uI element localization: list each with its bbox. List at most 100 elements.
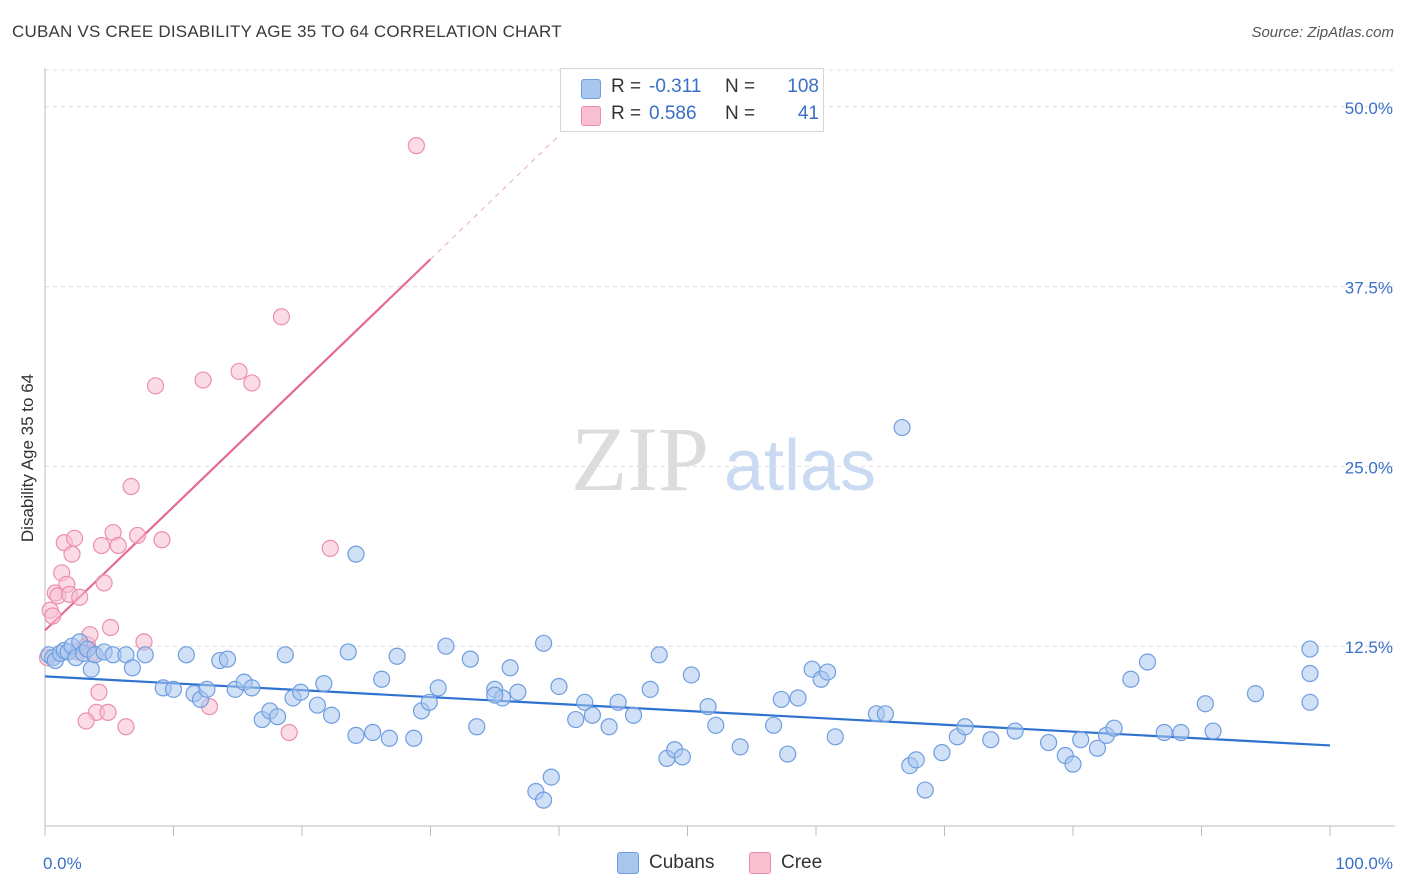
cubans-point xyxy=(600,718,618,736)
cubans-point xyxy=(501,659,519,677)
cubans-point xyxy=(641,680,659,698)
cree-point xyxy=(230,362,248,381)
cubans-point xyxy=(682,666,700,684)
cree-point xyxy=(194,371,212,389)
cubans-point xyxy=(1105,719,1123,737)
cubans-point xyxy=(699,698,717,716)
cubans-point xyxy=(550,677,568,696)
cree-point xyxy=(272,308,291,326)
n-label: N = xyxy=(725,103,756,124)
cubans-point xyxy=(1039,733,1058,752)
n-label: N = xyxy=(725,76,756,97)
cubans-point xyxy=(420,693,438,711)
cubans-point xyxy=(1088,739,1107,757)
cubans-point xyxy=(542,768,560,786)
cubans-point xyxy=(123,659,141,677)
cree-point xyxy=(44,607,62,625)
cree-point xyxy=(153,531,171,549)
cubans-point xyxy=(818,663,837,681)
cubans-point xyxy=(624,706,643,724)
watermark-zip: ZIP xyxy=(571,408,709,510)
cubans-point xyxy=(707,716,725,734)
cree-point xyxy=(77,712,95,730)
cubans-point xyxy=(1301,693,1319,711)
y-tick-label: 25.0% xyxy=(1345,458,1393,477)
cree-point xyxy=(280,723,298,742)
cree-swatch xyxy=(581,106,601,126)
cubans-r-value: -0.311 xyxy=(649,76,702,97)
cubans-point xyxy=(218,650,237,668)
cubans-n-value: 108 xyxy=(787,76,819,97)
cubans-point xyxy=(982,731,1000,749)
cubans-point xyxy=(437,637,455,655)
r-label: R = xyxy=(611,103,642,124)
cubans-point xyxy=(468,718,486,736)
cubans-point xyxy=(876,705,894,723)
cree-point xyxy=(63,545,81,563)
cubans-point xyxy=(1122,670,1140,688)
x-tick-label: 100.0% xyxy=(1335,854,1393,873)
cubans-point xyxy=(1196,695,1214,713)
cubans-point xyxy=(509,683,527,701)
cubans-point xyxy=(347,545,365,563)
cree-point xyxy=(109,536,127,555)
cubans-point xyxy=(1155,723,1173,742)
cubans-legend-swatch xyxy=(617,852,639,874)
cubans-swatch xyxy=(581,79,601,99)
cubans-point xyxy=(82,660,100,678)
cree-point xyxy=(65,529,84,547)
cree-point xyxy=(99,703,117,721)
cubans-point xyxy=(673,748,691,766)
cubans-point xyxy=(583,706,602,724)
cubans-point xyxy=(1138,653,1157,671)
cubans-point xyxy=(268,708,287,726)
cubans-point xyxy=(136,646,154,664)
cree-trend-extension xyxy=(430,135,560,260)
cubans-legend-label: Cubans xyxy=(649,852,715,873)
r-label: R = xyxy=(611,76,642,97)
cubans-point xyxy=(779,745,797,763)
cubans-point xyxy=(405,729,423,747)
cubans-point xyxy=(1301,664,1319,683)
cubans-point xyxy=(388,647,406,665)
cubans-point xyxy=(461,650,479,668)
cubans-point xyxy=(916,781,934,799)
cree-point xyxy=(71,588,89,606)
cubans-point xyxy=(534,634,553,652)
cubans-point xyxy=(315,674,333,693)
cree-point xyxy=(407,137,425,155)
cree-point xyxy=(95,574,113,592)
cubans-point xyxy=(789,689,807,707)
cree-trend-line xyxy=(44,258,432,632)
cree-n-value: 41 xyxy=(797,103,819,124)
y-tick-label: 37.5% xyxy=(1345,279,1393,298)
stats-legend: R = -0.311 N = 108 R = 0.586 N = 41 xyxy=(560,68,824,132)
cubans-point xyxy=(1006,722,1024,740)
source-label: Source: ZipAtlas.com xyxy=(1251,24,1394,41)
cubans-point xyxy=(322,706,341,724)
cubans-point xyxy=(164,680,183,698)
cubans-point xyxy=(772,690,790,709)
cubans-point xyxy=(764,716,783,734)
cubans-point xyxy=(956,718,974,736)
cree-point xyxy=(92,536,111,555)
cubans-point xyxy=(373,670,391,688)
cree-legend-label: Cree xyxy=(781,852,823,873)
cubans-point xyxy=(576,693,594,711)
cubans-point xyxy=(1301,640,1319,658)
cree-point xyxy=(101,618,120,637)
cubans-point xyxy=(339,643,357,661)
cubans-point xyxy=(1172,723,1190,742)
cubans-point xyxy=(1246,685,1265,703)
cree-point xyxy=(90,683,108,701)
cubans-point xyxy=(1064,755,1082,773)
cubans-point xyxy=(177,646,195,664)
cubans-point xyxy=(486,686,504,704)
cubans-point xyxy=(198,680,216,698)
x-tick-label: 0.0% xyxy=(43,854,82,873)
cree-point xyxy=(321,539,339,557)
cubans-point xyxy=(243,679,261,697)
cree-point xyxy=(117,718,135,736)
cree-point xyxy=(146,377,165,395)
